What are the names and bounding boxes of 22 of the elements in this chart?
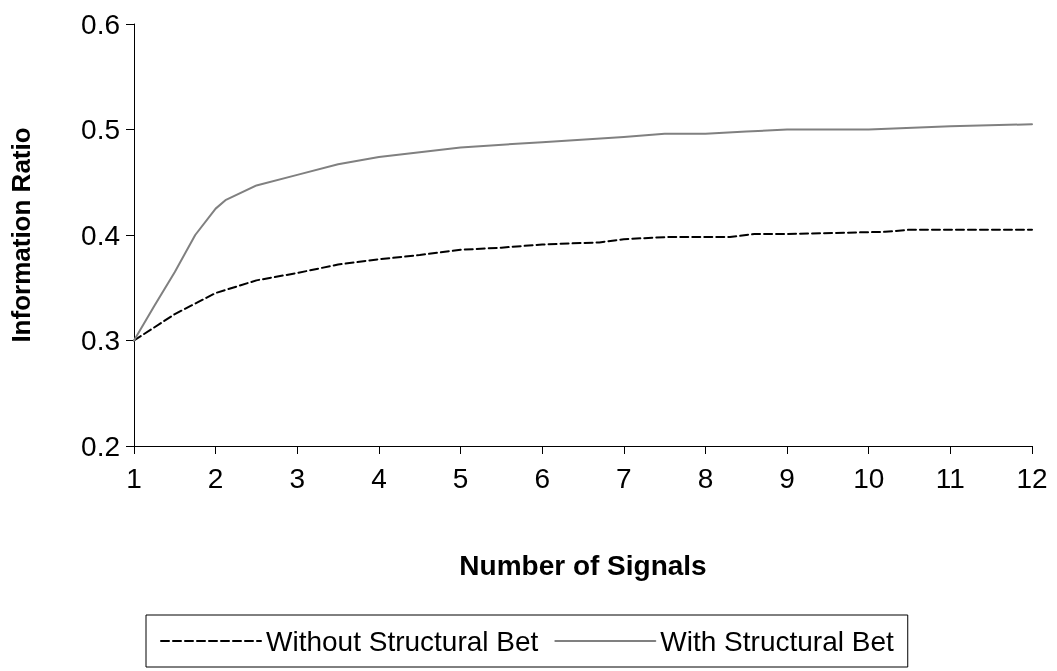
x-axis-title: Number of Signals xyxy=(459,549,707,581)
y-tick-label: 0.5 xyxy=(81,114,120,145)
x-tick-label: 6 xyxy=(534,462,550,494)
x-tick-label: 9 xyxy=(779,462,795,494)
x-tick-label: 1 xyxy=(126,462,142,494)
x-tick-label: 10 xyxy=(853,462,885,494)
y-tick-label: 0.4 xyxy=(81,219,120,251)
legend-label: With Structural Bet xyxy=(660,625,894,657)
x-tick-label: 3 xyxy=(289,462,306,494)
x-tick-label: 4 xyxy=(371,462,387,494)
x-tick-label: 12 xyxy=(1016,462,1048,494)
line-series xyxy=(133,123,1033,342)
x-tick-label: 5 xyxy=(452,462,469,494)
x-tick-label: 11 xyxy=(935,462,965,494)
legend-label: Without Structural Bet xyxy=(266,625,539,657)
y-tick-label: 0.2 xyxy=(81,430,120,462)
y-tick-label: 0.6 xyxy=(81,8,120,40)
x-tick-label: 7 xyxy=(616,462,632,494)
y-axis-title: Information Ratio xyxy=(6,127,36,343)
x-tick-label: 8 xyxy=(697,462,714,494)
x-tick-label: 2 xyxy=(207,462,224,494)
y-tick-label: 0.3 xyxy=(81,325,120,356)
